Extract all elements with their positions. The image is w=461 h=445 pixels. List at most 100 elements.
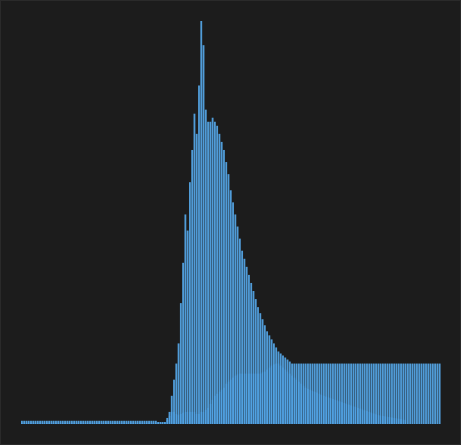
front-series-bar-38 — [107, 420, 110, 424]
front-series-bar-177 — [422, 363, 425, 424]
front-series-bar-94 — [234, 214, 237, 424]
front-series-bar-106 — [261, 319, 264, 424]
front-series-bar-85 — [213, 121, 216, 424]
front-series-bar-76 — [193, 113, 196, 424]
front-series-bar-83 — [209, 121, 212, 424]
front-series-bar-26 — [80, 420, 82, 424]
front-series-bar-0 — [21, 420, 23, 424]
series-front-layer — [21, 21, 441, 425]
front-series-bar-11 — [45, 420, 48, 424]
front-series-bar-108 — [266, 331, 269, 424]
front-series-bar-166 — [397, 363, 400, 424]
front-series-bar-146 — [352, 363, 355, 424]
front-series-bar-121 — [295, 363, 298, 424]
front-series-bar-89 — [223, 149, 225, 424]
front-series-bar-90 — [225, 162, 228, 425]
front-series-bar-86 — [216, 125, 219, 424]
front-series-bar-110 — [270, 339, 273, 424]
front-series-bar-99 — [245, 266, 248, 424]
front-series-bar-66 — [170, 395, 173, 424]
front-series-bar-59 — [154, 420, 157, 424]
front-series-bar-44 — [120, 420, 123, 424]
front-series-bar-46 — [125, 420, 128, 424]
front-series-bar-181 — [431, 363, 434, 424]
front-series-bar-25 — [77, 420, 80, 424]
front-series-bar-127 — [309, 363, 312, 424]
front-series-bar-69 — [177, 343, 180, 424]
front-series-bar-158 — [379, 363, 382, 424]
front-series-bar-102 — [252, 291, 255, 424]
front-series-bar-150 — [361, 363, 364, 424]
front-series-bar-20 — [66, 420, 69, 424]
front-series-bar-112 — [275, 347, 278, 424]
front-series-bar-124 — [302, 363, 305, 424]
front-series-bar-96 — [238, 238, 241, 424]
front-series-bar-184 — [438, 363, 441, 424]
front-series-bar-17 — [59, 420, 62, 424]
front-series-bar-103 — [254, 299, 257, 424]
front-series-bar-10 — [43, 420, 46, 424]
front-series-bar-48 — [129, 420, 132, 424]
front-series-bar-8 — [39, 420, 41, 424]
front-series-bar-129 — [313, 363, 316, 424]
front-series-bar-33 — [95, 420, 98, 424]
front-series-bar-98 — [243, 258, 246, 424]
front-series-bar-111 — [273, 343, 275, 424]
front-series-bar-162 — [388, 363, 391, 424]
front-series-bar-141 — [341, 363, 343, 424]
front-series-bar-160 — [384, 363, 387, 424]
front-series-bar-54 — [143, 420, 146, 424]
front-series-bar-53 — [141, 420, 144, 424]
front-series-bar-126 — [307, 363, 309, 424]
front-series-bar-78 — [198, 85, 200, 424]
front-series-bar-139 — [336, 363, 339, 424]
front-series-bar-135 — [327, 363, 330, 424]
front-series-bar-142 — [343, 363, 346, 424]
front-series-bar-153 — [368, 363, 371, 424]
front-series-bar-27 — [82, 420, 85, 424]
front-series-bar-88 — [220, 141, 223, 424]
front-series-bar-120 — [293, 363, 296, 424]
front-series-bar-159 — [381, 363, 384, 424]
front-series-bar-22 — [70, 420, 73, 424]
front-series-bar-39 — [109, 420, 112, 424]
front-series-bar-74 — [189, 182, 191, 424]
front-series-bar-24 — [75, 420, 78, 424]
front-series-bar-63 — [164, 421, 166, 424]
front-series-bar-9 — [41, 420, 44, 424]
front-series-bar-51 — [136, 420, 139, 424]
front-series-bar-101 — [250, 282, 253, 424]
front-series-bar-97 — [241, 250, 244, 424]
front-series-bar-171 — [409, 363, 412, 424]
front-series-bar-71 — [182, 262, 185, 424]
front-series-bar-14 — [52, 420, 55, 424]
front-series-bar-12 — [48, 420, 51, 424]
front-series-bar-145 — [350, 363, 353, 424]
front-series-bar-36 — [102, 420, 105, 424]
front-series-bar-116 — [284, 357, 287, 424]
front-series-bar-6 — [34, 420, 37, 424]
front-series-bar-123 — [300, 363, 303, 424]
front-series-bar-130 — [316, 363, 318, 424]
front-series-bar-84 — [211, 117, 214, 424]
front-series-bar-61 — [159, 421, 162, 424]
front-series-bar-77 — [195, 133, 198, 424]
front-series-bar-114 — [279, 353, 282, 424]
front-series-bar-45 — [123, 420, 125, 424]
front-series-bar-172 — [411, 363, 414, 424]
front-series-bar-56 — [148, 420, 150, 424]
front-series-bar-138 — [334, 363, 337, 424]
front-series-bar-35 — [100, 420, 103, 424]
front-series-bar-57 — [150, 420, 153, 424]
front-series-bar-170 — [406, 363, 409, 424]
front-series-bar-75 — [191, 149, 194, 424]
front-series-bar-67 — [173, 379, 175, 424]
front-series-bar-23 — [73, 420, 76, 424]
front-series-bar-175 — [418, 363, 421, 424]
front-series-bar-143 — [345, 363, 348, 424]
front-series-bar-176 — [420, 363, 423, 424]
front-series-bar-87 — [218, 133, 221, 424]
front-series-bar-93 — [232, 202, 234, 424]
front-series-bar-49 — [132, 420, 135, 424]
